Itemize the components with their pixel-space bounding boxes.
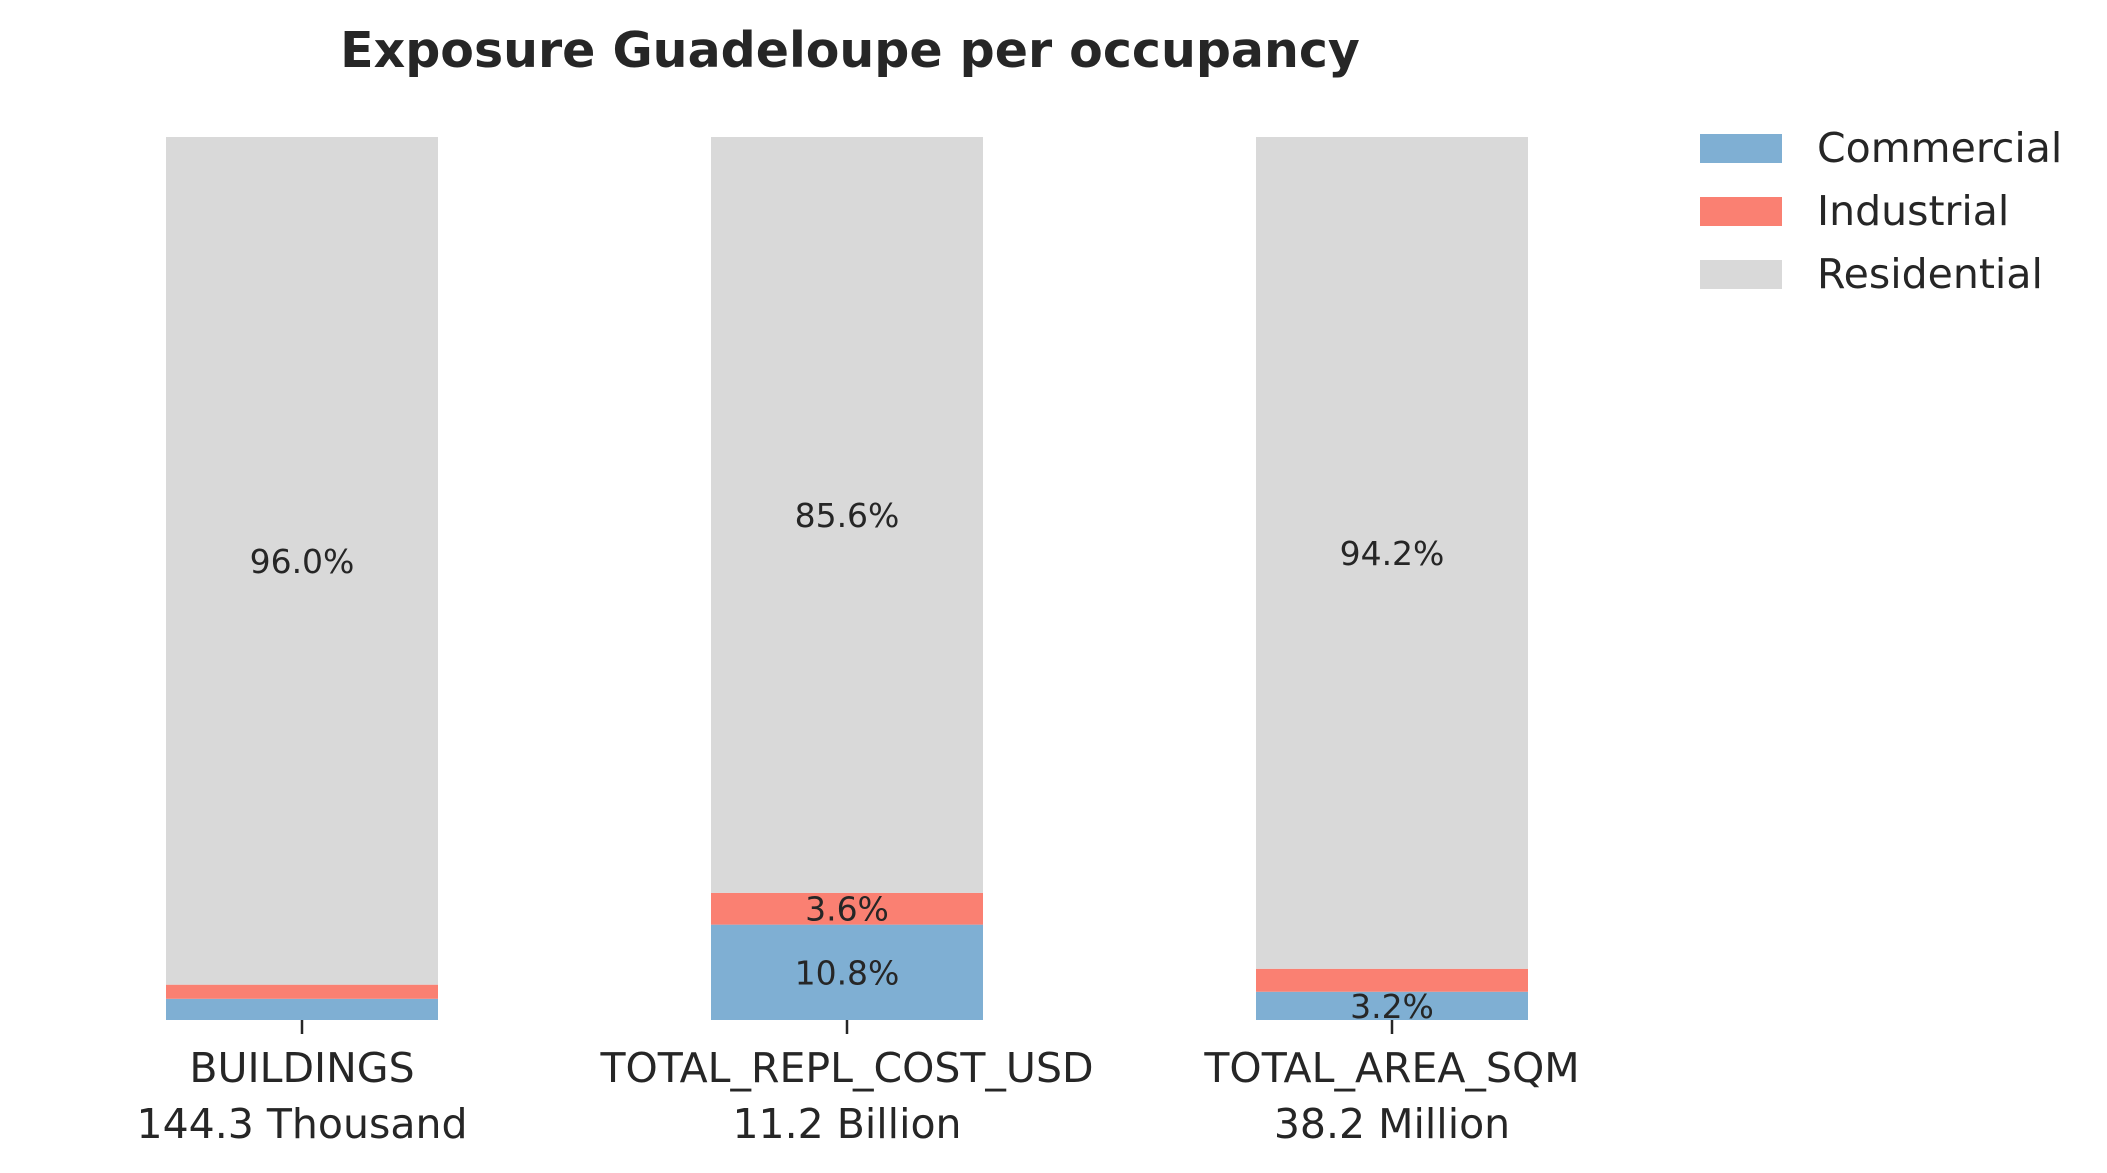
legend-swatch-residential xyxy=(1700,260,1782,289)
legend-label-residential: Residential xyxy=(1817,250,2043,298)
bar-residential-total-area-sqm xyxy=(1256,137,1528,969)
x-tick-label-total-area-sqm: TOTAL_AREA_SQM xyxy=(1203,1044,1579,1092)
legend-label-industrial: Industrial xyxy=(1817,187,2009,235)
bar-industrial-total-area-sqm xyxy=(1256,968,1528,992)
bar-commercial-buildings xyxy=(166,998,438,1020)
data-label-commercial-total-area-sqm: 3.2% xyxy=(1350,987,1434,1026)
chart-title: Exposure Guadeloupe per occupancy xyxy=(340,22,1360,79)
x-tick-label-buildings: BUILDINGS xyxy=(189,1044,414,1092)
legend-label-commercial: Commercial xyxy=(1817,124,2062,172)
bar-residential-buildings xyxy=(166,137,438,985)
data-label-residential-buildings: 96.0% xyxy=(250,542,355,581)
legend-swatch-industrial xyxy=(1700,197,1782,226)
data-label-industrial-total-repl-cost-usd: 3.6% xyxy=(805,890,889,929)
bar-commercial-total-repl-cost-usd xyxy=(711,924,983,1020)
x-tick-total-total-repl-cost-usd: 11.2 Billion xyxy=(732,1100,961,1148)
bar-industrial-total-repl-cost-usd xyxy=(711,892,983,925)
x-axis: BUILDINGS 144.3 Thousand TOTAL_REPL_COST_U… xyxy=(136,1020,1580,1148)
legend-swatch-commercial xyxy=(1700,134,1782,163)
bar-industrial-buildings xyxy=(166,984,438,999)
x-tick-total-buildings: 144.3 Thousand xyxy=(136,1100,467,1148)
data-labels-layer: 96.0% 10.8% 3.6% 85.6% 3.2% 94.2% xyxy=(250,496,1445,1026)
data-label-commercial-total-repl-cost-usd: 10.8% xyxy=(795,953,900,992)
x-tick-total-total-area-sqm: 38.2 Million xyxy=(1274,1100,1510,1148)
data-label-residential-total-repl-cost-usd: 85.6% xyxy=(795,496,900,535)
bar-commercial-total-area-sqm xyxy=(1256,991,1528,1020)
x-tick-label-total-repl-cost-usd: TOTAL_REPL_COST_USD xyxy=(599,1044,1093,1092)
legend: Commercial Industrial Residential xyxy=(1700,124,2062,298)
bar-residential-total-repl-cost-usd xyxy=(711,137,983,893)
data-label-residential-total-area-sqm: 94.2% xyxy=(1340,534,1445,573)
bars-layer xyxy=(166,137,1528,1020)
